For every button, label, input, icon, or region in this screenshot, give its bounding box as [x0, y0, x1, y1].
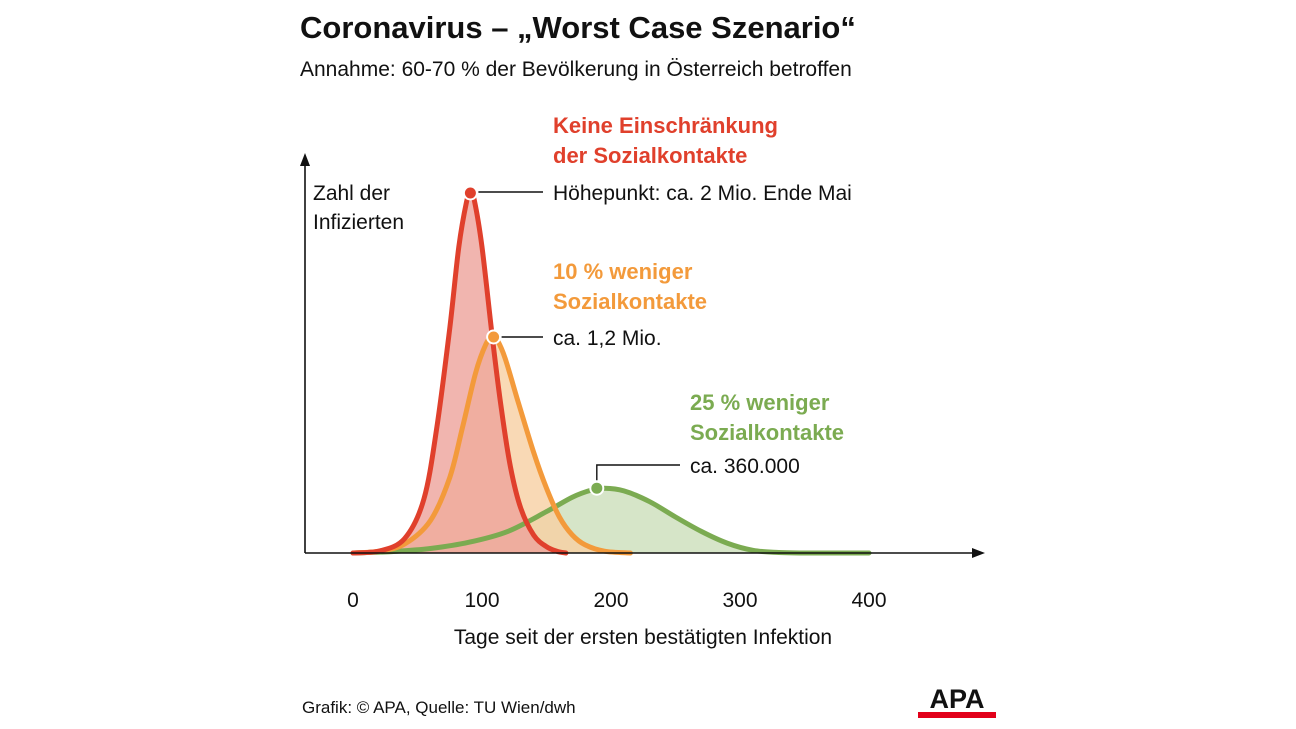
series-name-label: Sozialkontakte — [553, 289, 707, 314]
series-area-2 — [353, 488, 869, 553]
series-name-label: der Sozialkontakte — [553, 143, 747, 168]
y-label-line: Infizierten — [313, 211, 404, 234]
axes — [300, 153, 985, 558]
y-label-line: Zahl der — [313, 182, 390, 205]
x-tick-label: 200 — [593, 589, 628, 612]
peak-marker — [462, 185, 478, 201]
series-name-label: Keine Einschränkung — [553, 113, 778, 138]
series-name-label: 10 % weniger — [553, 259, 693, 284]
y-axis-label: Zahl der Infizierten — [313, 182, 404, 234]
apa-logo: APA — [918, 684, 996, 718]
x-tick-label: 100 — [464, 589, 499, 612]
series-line-0 — [350, 190, 569, 556]
x-tick-label: 300 — [722, 589, 757, 612]
peak-value-label: ca. 360.000 — [690, 455, 800, 478]
series-name-label: 25 % weniger — [690, 390, 830, 415]
x-tick-label: 0 — [347, 589, 359, 612]
peak-marker — [589, 480, 605, 496]
svg-text:APA: APA — [929, 684, 984, 714]
peak-leader-line — [596, 464, 680, 481]
peak-value-label: ca. 1,2 Mio. — [553, 327, 662, 350]
y-axis-arrow — [300, 153, 310, 166]
chart-title: Coronavirus – „Worst Case Szenario“ — [300, 10, 856, 45]
chart-subtitle: Annahme: 60-70 % der Bevölkerung in Öste… — [300, 58, 852, 81]
peak-marker — [486, 329, 502, 345]
x-axis-label: Tage seit der ersten bestätigten Infekti… — [454, 626, 832, 649]
source-note: Grafik: © APA, Quelle: TU Wien/dwh — [302, 698, 576, 717]
series-area-0 — [353, 192, 566, 553]
x-tick-label: 400 — [851, 589, 886, 612]
series-name-label: Sozialkontakte — [690, 420, 844, 445]
peak-value-label: Höhepunkt: ca. 2 Mio. Ende Mai — [553, 182, 852, 205]
x-axis-arrow — [972, 548, 985, 558]
